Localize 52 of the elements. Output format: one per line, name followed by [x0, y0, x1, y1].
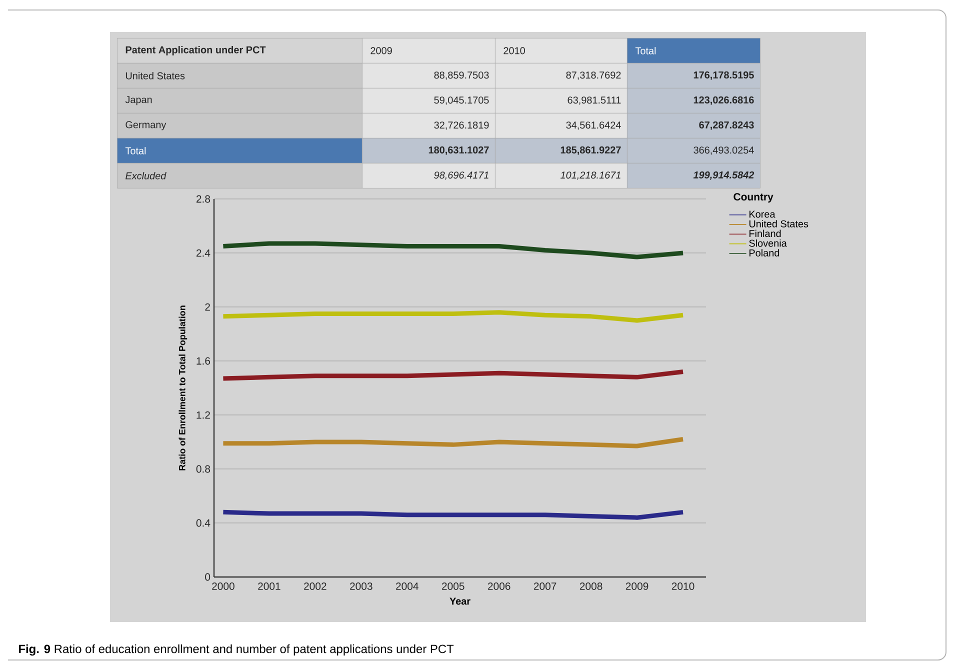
- text: Patent Application under PCT: [126, 46, 266, 56]
- y-tick-label: 1.2: [196, 411, 210, 419]
- x-tick-label: 2002: [304, 582, 326, 590]
- text: 88,859.7503: [434, 72, 489, 80]
- x-axis-title: Year: [450, 598, 470, 605]
- x-tick-label: 2000: [212, 582, 234, 590]
- x-tick-label: 2008: [580, 582, 602, 590]
- x-tick-label: 2003: [350, 582, 372, 590]
- text: 185,861.9227: [560, 146, 621, 155]
- text: Total: [635, 47, 656, 54]
- text: 32,726.1819: [434, 122, 489, 130]
- text: 2009: [370, 47, 392, 54]
- text: 366,493.0254: [694, 146, 754, 155]
- legend-label: Finland: [749, 230, 781, 238]
- y-tick-label: 2: [205, 303, 210, 311]
- legend-title: Country: [734, 193, 774, 203]
- legend-label: United States: [749, 220, 808, 228]
- x-tick-label: 2009: [626, 582, 648, 590]
- text: United States: [126, 72, 185, 80]
- y-tick-label: 0.8: [196, 465, 210, 473]
- text: 34,561.6424: [566, 122, 621, 130]
- text: 199,914.5842: [693, 171, 754, 180]
- text: Fig. 9 Ratio of education enrollment and number of patent applications under PCT: [19, 644, 454, 656]
- text: 2010: [504, 47, 525, 54]
- legend-label: Poland: [749, 249, 780, 256]
- text: 123,026.6816: [694, 96, 754, 105]
- y-tick-label: 1.6: [196, 357, 210, 365]
- y-tick-label: 2.4: [196, 249, 210, 257]
- text: Excluded: [126, 172, 166, 180]
- y-tick-label: 0.4: [196, 519, 210, 527]
- x-tick-label: 2010: [672, 582, 694, 590]
- text: Japan: [125, 96, 152, 106]
- x-tick-label: 2004: [396, 582, 418, 590]
- legend-label: Korea: [749, 210, 776, 218]
- text: 180,631.1027: [428, 146, 489, 155]
- text: 67,287.8243: [699, 121, 754, 130]
- x-tick-label: 2001: [258, 582, 280, 590]
- x-tick-label: 2006: [488, 582, 510, 590]
- text: Germany: [126, 121, 166, 130]
- text: 98,696.4171: [434, 172, 488, 180]
- text: 87,318.7692: [566, 72, 621, 80]
- text: 101,218.1671: [560, 172, 620, 180]
- text: Total: [125, 147, 146, 154]
- text: 176,178.5195: [694, 71, 754, 80]
- text: 59,045.1705: [434, 96, 489, 105]
- text: 63,981.5111: [568, 96, 621, 105]
- y-tick-label: 0: [205, 573, 210, 581]
- legend-label: Slovenia: [749, 239, 787, 247]
- y-tick-label: 2.8: [196, 195, 210, 203]
- x-tick-label: 2007: [534, 582, 556, 590]
- y-axis-title: Ratio of Enrollment to Total Population: [178, 306, 188, 470]
- x-tick-label: 2005: [442, 582, 464, 590]
